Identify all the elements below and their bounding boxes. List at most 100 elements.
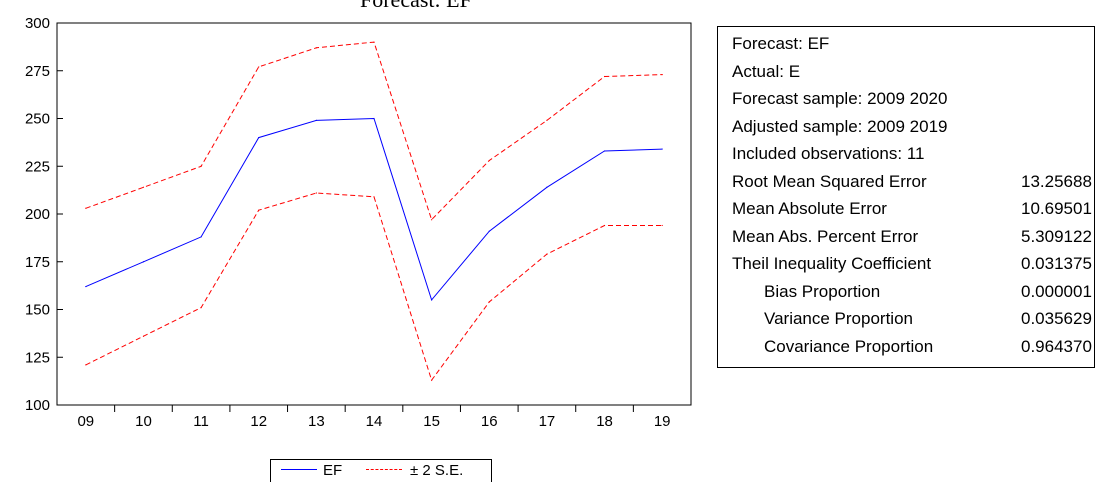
title-clipped: Forecast: EF xyxy=(360,0,472,12)
y-tick-label: 175 xyxy=(25,254,50,271)
stat-row: Bias Proportion 0.000001 xyxy=(732,278,1092,305)
data-point xyxy=(258,137,260,139)
y-tick-label: 250 xyxy=(25,111,50,128)
stat-label: Root Mean Squared Error xyxy=(732,171,927,191)
data-point xyxy=(546,253,548,255)
data-point xyxy=(373,41,375,43)
data-point xyxy=(431,379,433,381)
stat-row: Actual: E xyxy=(732,58,1092,85)
stat-row: Variance Proportion 0.035629 xyxy=(732,305,1092,332)
x-tick-label: 09 xyxy=(77,413,94,430)
x-tick-label: 19 xyxy=(654,413,671,430)
y-tick-label: 300 xyxy=(25,15,50,32)
stat-row: Forecast: EF xyxy=(732,30,1092,57)
data-point xyxy=(315,119,317,122)
stat-label: Included observations: 11 xyxy=(732,144,925,163)
series-line-2 xyxy=(85,192,663,382)
stat-row: Root Mean Squared Error 13.25688 xyxy=(732,168,1092,195)
data-point xyxy=(661,148,663,150)
stat-row: Mean Absolute Error 10.69501 xyxy=(732,195,1092,222)
x-axis: 09 10 11 12 13 14 15 16 17 18 19 xyxy=(77,405,671,430)
data-point xyxy=(431,299,433,301)
x-tick-label: 14 xyxy=(366,413,383,430)
x-tick-label: 11 xyxy=(193,413,209,430)
data-point xyxy=(603,75,606,78)
x-tick-label: 15 xyxy=(423,413,440,430)
stat-label: Forecast: EF xyxy=(732,34,830,53)
stat-label: Covariance Proportion xyxy=(764,336,934,356)
chart-legend: EF ± 2 S.E. xyxy=(270,459,492,482)
x-tick-label: 10 xyxy=(135,413,152,430)
data-point xyxy=(200,236,202,238)
title-fragment: Forecast: EF xyxy=(360,0,472,13)
data-point xyxy=(603,150,606,152)
stat-label: Bias Proportion xyxy=(764,281,881,301)
stat-value: 0.031375 xyxy=(1021,254,1092,273)
stat-row: Mean Abs. Percent Error 5.309122 xyxy=(732,223,1092,250)
x-tick-label: 13 xyxy=(308,413,325,430)
data-point xyxy=(142,261,145,263)
data-point xyxy=(488,159,490,162)
chart-svg: 100 125 150 175 200 225 250 275 300 09 10 11 12 13 14… xyxy=(25,15,692,430)
data-point xyxy=(142,335,145,337)
series-layer xyxy=(85,41,663,382)
x-tick-label: 16 xyxy=(481,413,498,430)
y-tick-label: 150 xyxy=(25,302,50,319)
stat-row: Covariance Proportion 0.964370 xyxy=(732,333,1092,360)
series-line-1 xyxy=(85,41,663,221)
stat-row: Forecast sample: 2009 2020 xyxy=(732,85,1092,112)
y-tick-label: 100 xyxy=(25,397,50,414)
data-point xyxy=(200,165,202,167)
stat-label: Mean Absolute Error xyxy=(732,199,887,218)
x-tick-label: 17 xyxy=(539,413,556,430)
forecast-chart: 100 125 150 175 200 225 250 275 300 09 10 11 12 13 14… xyxy=(25,15,692,430)
legend-swatch-ef xyxy=(281,469,317,470)
stat-row: Adjusted sample: 2009 2019 xyxy=(732,113,1092,140)
data-point xyxy=(200,306,202,309)
y-axis: 100 125 150 175 200 225 250 275 300 xyxy=(25,15,63,414)
stat-row: Theil Inequality Coefficient 0.031375 xyxy=(732,250,1092,277)
stat-value: 0.000001 xyxy=(1021,281,1092,301)
data-point xyxy=(431,219,433,221)
data-point xyxy=(258,209,260,211)
data-point xyxy=(85,285,87,288)
stat-label: Actual: E xyxy=(732,61,801,81)
y-tick-label: 275 xyxy=(25,63,50,80)
data-point xyxy=(661,224,663,227)
y-tick-label: 200 xyxy=(25,206,50,223)
stat-value: 5.309122 xyxy=(1021,226,1092,246)
stat-value: 13.25688 xyxy=(1021,171,1092,191)
data-point xyxy=(142,186,145,188)
stat-value: 0.035629 xyxy=(1021,309,1092,328)
x-tick-label: 18 xyxy=(596,413,613,430)
data-point xyxy=(315,192,317,194)
data-point xyxy=(85,364,87,366)
stat-label: Forecast sample: 2009 2020 xyxy=(732,89,948,108)
stat-value: 0.964370 xyxy=(1021,336,1092,356)
forecast-statistics-panel: Forecast: EF Actual: E Forecast sample: 20… xyxy=(717,26,1095,368)
data-point xyxy=(373,196,375,198)
legend-swatch-se xyxy=(366,469,402,470)
data-point xyxy=(488,230,490,232)
data-point xyxy=(373,117,375,120)
stat-label: Theil Inequality Coefficient xyxy=(732,254,932,273)
data-point xyxy=(85,207,87,209)
stat-row: Included observations: 11 xyxy=(732,140,1092,167)
stat-label: Mean Abs. Percent Error xyxy=(732,226,919,246)
data-point xyxy=(546,186,548,188)
data-point xyxy=(546,119,548,122)
legend-label-se: ± 2 S.E. xyxy=(410,462,464,479)
data-point xyxy=(661,73,663,76)
stat-label: Adjusted sample: 2009 2019 xyxy=(732,116,948,136)
data-point xyxy=(488,301,490,303)
data-point xyxy=(603,224,606,227)
x-tick-label: 12 xyxy=(250,413,267,430)
data-point xyxy=(258,66,260,68)
y-tick-label: 125 xyxy=(25,349,50,366)
plot-frame xyxy=(56,22,692,406)
stat-value: 10.69501 xyxy=(1021,199,1092,218)
series-line-0 xyxy=(85,117,663,301)
stat-label: Variance Proportion xyxy=(764,309,913,328)
legend-label-ef: EF xyxy=(323,462,343,479)
y-tick-label: 225 xyxy=(25,158,50,175)
